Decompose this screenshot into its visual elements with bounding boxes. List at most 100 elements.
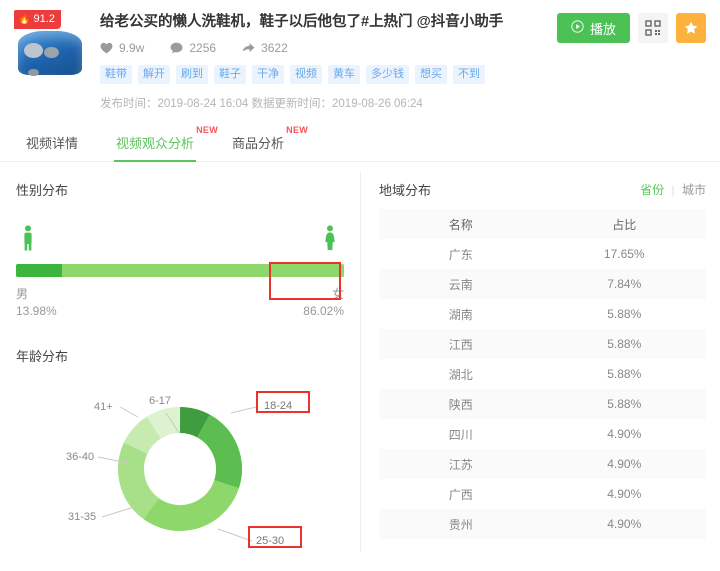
region-pct: 5.88% <box>607 307 642 321</box>
donut-segment-36-40 <box>118 407 242 531</box>
gender-bar-male <box>16 264 62 277</box>
male-percent: 13.98% <box>16 304 57 318</box>
region-pct: 5.88% <box>607 397 642 411</box>
age-donut-chart: 6-17 41+ 36-40 31-35 18-24 25-30 <box>16 369 344 569</box>
publish-time: 发布时间：2019-08-24 16:04 <box>100 98 249 110</box>
tag-item[interactable]: 视频 <box>290 65 322 84</box>
tag-item[interactable]: 想买 <box>415 65 447 84</box>
region-table: 名称 占比 广东 17.65% 云南 7.84% 湖南 5.88 <box>379 209 706 539</box>
table-row[interactable]: 湖北 5.88% <box>379 359 706 389</box>
tab-audience-analysis[interactable]: 视频观众分析 NEW <box>114 125 218 162</box>
male-label: 男 <box>16 287 29 301</box>
region-pct: 17.65% <box>603 247 645 261</box>
tab-video-detail[interactable]: 视频详情 <box>24 127 80 161</box>
play-button-label: 播放 <box>589 21 616 37</box>
donut-label-31-35: 31-35 <box>68 511 97 523</box>
stat-shares: 3622 <box>242 41 288 55</box>
leader-line-36-40 <box>97 456 129 464</box>
column-header-pct: 占比 <box>612 217 637 232</box>
donut-label-41plus: 41+ <box>94 401 113 413</box>
table-row[interactable]: 湖南 5.88% <box>379 299 706 329</box>
gender-chart: 男 13.98% 女 86.02% <box>16 225 344 320</box>
leader-line-6-17 <box>165 412 180 434</box>
play-button[interactable]: 播放 <box>556 13 630 43</box>
column-divider <box>360 172 361 552</box>
female-stat: 女 86.02% <box>303 286 344 320</box>
age-section-title: 年龄分布 <box>16 349 69 364</box>
table-row[interactable]: 广东 17.65% <box>379 239 706 269</box>
tag-item[interactable]: 鞋带 <box>100 65 132 84</box>
qrcode-icon[interactable] <box>638 13 668 43</box>
tag-item[interactable]: 鞋子 <box>214 65 246 84</box>
donut-segment-25-30 <box>118 407 242 531</box>
star-icon[interactable] <box>676 13 706 43</box>
tag-item[interactable]: 解开 <box>138 65 170 84</box>
gender-bar-female <box>61 264 344 277</box>
table-header-row: 名称 占比 <box>379 209 706 239</box>
stat-likes: 9.9w <box>100 41 144 55</box>
region-name: 陕西 <box>448 397 473 412</box>
region-pct: 7.84% <box>607 277 642 291</box>
hot-score-badge: 🔥 91.2 <box>14 10 61 29</box>
video-stats: 9.9w 2256 3622 <box>100 41 557 55</box>
stat-likes-value: 9.9w <box>119 41 145 55</box>
tag-item[interactable]: 多少钱 <box>366 65 409 84</box>
table-row[interactable]: 江苏 4.90% <box>379 449 706 479</box>
tag-item[interactable]: 不到 <box>453 65 485 84</box>
tab-bar: 视频详情 视频观众分析 NEW 商品分析 NEW <box>0 119 720 162</box>
table-row[interactable]: 陕西 5.88% <box>379 389 706 419</box>
leader-line-41plus <box>119 406 139 418</box>
table-row[interactable]: 江西 5.88% <box>379 329 706 359</box>
region-name: 湖北 <box>448 367 473 382</box>
table-row[interactable]: 贵州 4.90% <box>379 509 706 539</box>
gender-bar <box>16 264 344 277</box>
tab-product-analysis-label: 商品分析 <box>232 136 285 151</box>
region-pct: 4.90% <box>607 517 642 531</box>
tag-item[interactable]: 干净 <box>252 65 284 84</box>
video-thumbnail[interactable]: 🔥 91.2 <box>14 10 86 106</box>
flame-icon: 🔥 <box>18 13 31 25</box>
tab-video-detail-label: 视频详情 <box>26 136 79 151</box>
share-icon <box>242 42 255 54</box>
gender-icon-row <box>16 225 344 264</box>
region-name: 四川 <box>448 427 473 442</box>
region-name: 江苏 <box>448 457 473 472</box>
female-percent: 86.02% <box>303 304 344 318</box>
region-name: 江西 <box>448 337 473 352</box>
region-pct: 5.88% <box>607 367 642 381</box>
region-pct: 4.90% <box>607 487 642 501</box>
region-header: 地域分布 省份 | 城市 <box>379 180 706 199</box>
switch-city[interactable]: 城市 <box>681 183 706 197</box>
header-actions: 播放 <box>556 10 706 111</box>
donut-label-25-30: 25-30 <box>256 535 285 547</box>
stat-shares-value: 3622 <box>261 41 288 55</box>
video-title: 给老公买的懒人洗鞋机，鞋子以后他包了#上热门 @抖音小助手 <box>100 14 504 30</box>
tab-audience-analysis-label: 视频观众分析 <box>116 136 195 151</box>
gender-labels: 男 13.98% 女 86.02% <box>16 286 344 320</box>
table-row[interactable]: 云南 7.84% <box>379 269 706 299</box>
table-row[interactable]: 广西 4.90% <box>379 479 706 509</box>
male-person-icon <box>22 225 36 256</box>
analysis-body: 性别分布 <box>0 162 720 561</box>
tag-item[interactable]: 黄车 <box>328 65 360 84</box>
donut-label-18-24: 18-24 <box>264 400 293 412</box>
donut-label-6-17: 6-17 <box>149 395 172 407</box>
region-name: 湖南 <box>448 307 473 322</box>
column-header-name: 名称 <box>448 217 473 232</box>
tag-item[interactable]: 刷到 <box>176 65 208 84</box>
region-pct: 5.88% <box>607 337 642 351</box>
female-label: 女 <box>331 287 344 301</box>
region-pct: 4.90% <box>607 457 642 471</box>
table-row[interactable]: 四川 4.90% <box>379 419 706 449</box>
tab-product-analysis[interactable]: 商品分析 NEW <box>230 125 308 161</box>
switch-province[interactable]: 省份 <box>640 183 665 197</box>
leader-line-18-24 <box>230 406 257 414</box>
switch-separator: | <box>671 183 675 197</box>
leader-line-25-30 <box>217 528 253 542</box>
thumbnail-image <box>14 10 86 106</box>
stat-comments: 2256 <box>170 41 216 55</box>
region-table-body: 广东 17.65% 云南 7.84% 湖南 5.88% 江西 5.88% <box>379 239 706 539</box>
region-pct: 4.90% <box>607 427 642 441</box>
male-stat: 男 13.98% <box>16 286 57 320</box>
